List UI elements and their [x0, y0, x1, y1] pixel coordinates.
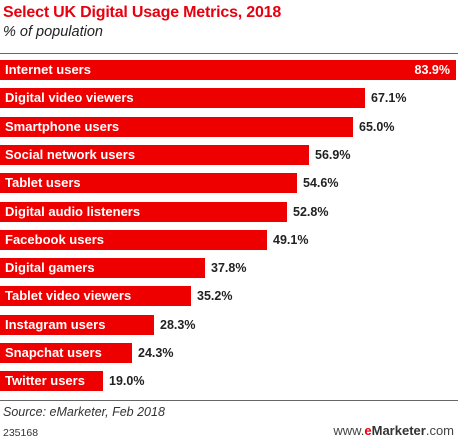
bar [0, 117, 353, 137]
bar [0, 202, 287, 222]
value-label: 67.1% [371, 91, 407, 105]
bar [0, 371, 103, 391]
category-label: Internet users [5, 62, 91, 77]
category-label: Digital gamers [5, 260, 95, 275]
bar [0, 286, 191, 306]
brand-name: Marketer [371, 423, 426, 438]
brand-e: e [364, 423, 372, 438]
value-label: 56.9% [315, 148, 351, 162]
value-label: 54.6% [303, 176, 339, 190]
value-label: 83.9% [414, 63, 450, 77]
value-label: 49.1% [273, 233, 309, 247]
category-label: Digital audio listeners [5, 204, 141, 219]
value-label: 65.0% [359, 120, 395, 134]
bar [0, 343, 132, 363]
category-label: Tablet video viewers [5, 288, 132, 303]
value-label: 19.0% [109, 374, 145, 388]
category-label: Tablet users [5, 175, 81, 190]
chart-title: Select UK Digital Usage Metrics, 2018 [3, 4, 282, 21]
bar [0, 145, 309, 165]
bar [0, 258, 205, 278]
category-label: Twitter users [5, 373, 85, 388]
bar [0, 315, 154, 335]
brand-logo[interactable]: www.eMarketer.com [333, 423, 454, 438]
category-label: Smartphone users [5, 119, 120, 134]
value-label: 28.3% [160, 318, 196, 332]
category-label: Digital video viewers [5, 90, 134, 105]
category-label: Social network users [5, 147, 136, 162]
bar [0, 230, 267, 250]
category-label: Snapchat users [5, 345, 102, 360]
bar [0, 88, 365, 108]
value-label: 52.8% [293, 205, 329, 219]
bar [0, 173, 297, 193]
source-note: Source: eMarketer, Feb 2018 [3, 405, 165, 419]
bottom-divider [0, 400, 458, 401]
top-divider [0, 53, 458, 54]
value-label: 35.2% [197, 289, 233, 303]
value-label: 37.8% [211, 261, 247, 275]
chart-subtitle: % of population [3, 24, 103, 40]
brand-suffix: .com [425, 423, 454, 438]
category-label: Facebook users [5, 232, 104, 247]
chart-id: 235168 [3, 427, 39, 439]
brand-prefix: www. [333, 423, 365, 438]
value-label: 24.3% [138, 346, 174, 360]
bar [0, 60, 456, 80]
category-label: Instagram users [5, 317, 106, 332]
